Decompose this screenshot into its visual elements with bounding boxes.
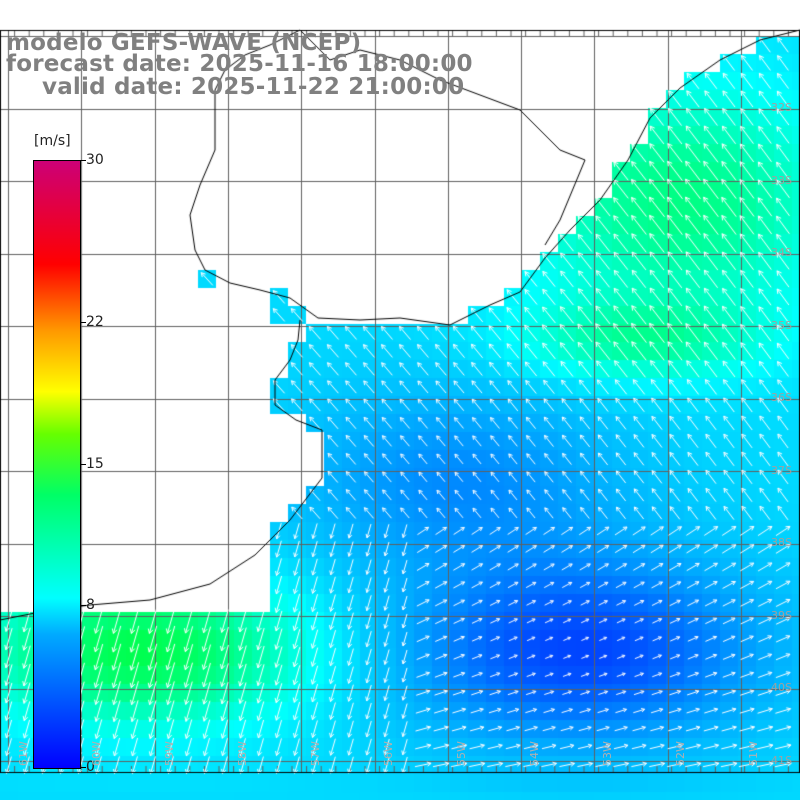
colorbar-tick [80,463,86,465]
latitude-label: 36S [771,391,792,404]
colorbar-tick [80,605,86,607]
colorbar-tick-label: 22 [86,313,104,330]
forecast-date: forecast date: 2025-11-16 18:00:00 [6,51,473,77]
colorbar-tick-label: 8 [86,597,95,614]
colorbar [33,160,81,769]
longitude-label: 57W [309,741,322,766]
latitude-label: 39S [771,608,792,622]
latitude-label: 33S [771,173,792,187]
longitude-label: 55W [455,741,468,766]
colorbar-tick-label: 0 [86,759,95,775]
colorbar-tick-label: 15 [86,455,104,472]
colorbar-tick-label: 30 [86,152,104,168]
longitude-label: 56W [382,741,395,766]
valid-date: valid date: 2025-11-22 21:00:00 [42,74,465,100]
latitude-label: 38S [771,536,792,549]
longitude-label: 54W [528,741,541,766]
longitude-label: 53W [601,741,614,766]
colorbar-tick [80,767,86,768]
longitude-label: 61W [17,741,30,766]
latitude-label: 35S [771,318,792,332]
latitude-label: 32S [771,101,792,114]
colorbar-tick [80,160,86,161]
colorbar-tick [80,321,86,323]
latitude-label: 41S [771,753,792,767]
longitude-label: 59W [163,741,176,766]
longitude-label: 58W [236,741,249,766]
longitude-label: 60W [90,741,103,766]
latitude-label: 37S [771,463,792,477]
latitude-label: 40S [771,681,792,694]
longitude-label: 52W [674,741,687,766]
longitude-label: 51W [747,741,760,766]
model-title: modelo GEFS-WAVE (NCEP) [6,30,362,56]
latitude-label: 34S [771,246,792,259]
colorbar-unit: [m/s] [34,133,71,149]
